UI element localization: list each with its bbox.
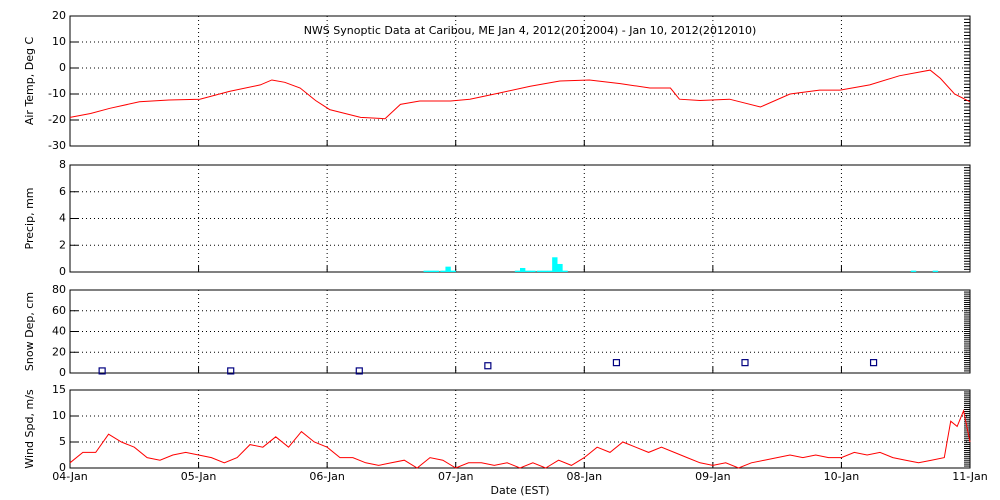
bar — [932, 270, 939, 272]
point — [355, 367, 363, 375]
bar — [514, 270, 521, 272]
y-tick-label: 40 — [52, 325, 66, 338]
y-axis-label: Precip, mm — [23, 188, 36, 250]
bar — [433, 270, 440, 272]
bar — [557, 263, 563, 272]
y-tick-label: 0 — [59, 61, 66, 74]
point — [612, 359, 621, 367]
y-tick-label: 0 — [59, 461, 66, 474]
y-tick-label: -20 — [48, 113, 66, 126]
y-tick-label: 20 — [52, 9, 66, 22]
point — [227, 367, 235, 375]
x-tick-label: 10-Jan — [824, 470, 860, 483]
y-tick-label: 10 — [52, 409, 66, 422]
y-tick-label: 80 — [52, 283, 66, 296]
bar — [450, 270, 456, 272]
bar — [552, 257, 558, 272]
x-tick-label: 08-Jan — [567, 470, 603, 483]
y-tick-label: 5 — [59, 435, 66, 448]
data-line — [69, 69, 971, 120]
y-tick-label: 60 — [52, 304, 66, 317]
y-axis-label: Wind Spd, m/s — [23, 389, 36, 469]
y-tick-label: 15 — [52, 383, 66, 396]
bar — [525, 270, 531, 272]
bar — [445, 266, 451, 272]
y-tick-label: 10 — [52, 35, 66, 48]
bar — [423, 270, 429, 272]
bar — [536, 270, 543, 272]
bar — [562, 270, 568, 272]
bar — [530, 270, 536, 272]
y-axis-label: Snow Dep, cm — [23, 292, 36, 371]
x-tick-label: 07-Jan — [438, 470, 474, 483]
chart-title: NWS Synoptic Data at Caribou, ME Jan 4, … — [304, 24, 757, 37]
y-axis-label: Air Temp, Deg C — [23, 37, 36, 126]
x-tick-label: 09-Jan — [695, 470, 731, 483]
bar — [520, 267, 526, 272]
y-tick-label: -10 — [48, 87, 66, 100]
bar — [541, 270, 548, 272]
y-tick-label: 2 — [59, 238, 66, 251]
data-line — [69, 409, 971, 469]
y-tick-label: 6 — [59, 185, 66, 198]
x-tick-label: 11-Jan — [952, 470, 988, 483]
point — [484, 362, 492, 370]
bar — [440, 270, 446, 272]
y-tick-label: -30 — [48, 139, 66, 152]
x-axis-label: Date (EST) — [490, 484, 549, 497]
bar — [547, 270, 553, 272]
x-tick-label: 05-Jan — [181, 470, 217, 483]
y-tick-label: 0 — [59, 366, 66, 379]
y-tick-label: 8 — [59, 158, 66, 171]
bar — [910, 270, 917, 272]
bar — [428, 270, 435, 272]
y-tick-label: 0 — [59, 265, 66, 278]
point — [869, 359, 878, 367]
y-tick-label: 4 — [59, 212, 66, 225]
point — [98, 367, 106, 375]
y-tick-label: 20 — [52, 345, 66, 358]
x-tick-label: 06-Jan — [309, 470, 345, 483]
x-tick-label: 04-Jan — [52, 470, 88, 483]
point — [741, 359, 749, 367]
